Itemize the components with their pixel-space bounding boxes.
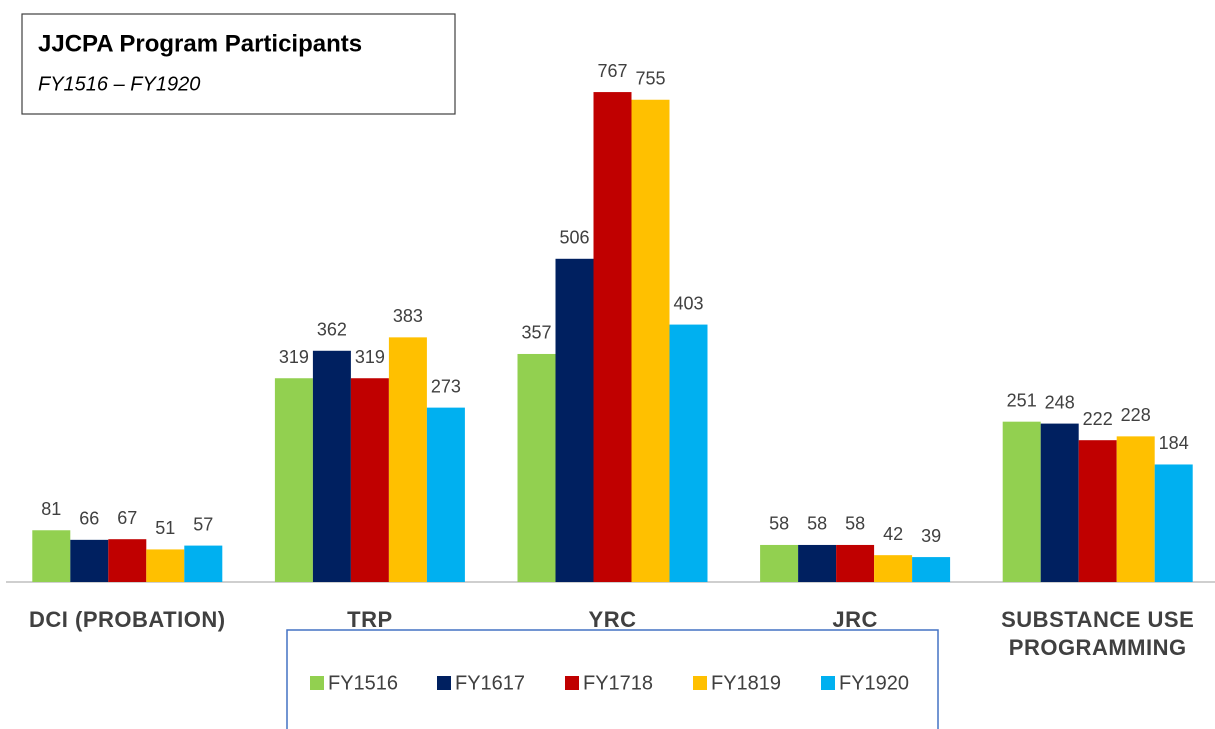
bar: [312, 350, 351, 582]
data-label: 57: [193, 514, 213, 534]
data-label: 51: [155, 518, 175, 538]
data-label: 39: [921, 526, 941, 546]
bar: [669, 324, 708, 582]
bar: [184, 545, 223, 582]
bar: [798, 544, 837, 582]
x-tick-label: DCI (PROBATION): [29, 607, 226, 632]
legend-swatch: [693, 676, 707, 690]
bar: [1154, 464, 1193, 582]
data-label: 767: [597, 61, 627, 81]
title-box: [21, 13, 456, 115]
data-label: 755: [635, 68, 665, 88]
data-label: 383: [393, 306, 423, 326]
bar: [631, 99, 670, 583]
legend-label: FY1920: [839, 672, 909, 694]
legend-label: FY1819: [711, 672, 781, 694]
bar: [70, 539, 109, 582]
bar: [760, 544, 799, 582]
data-label: 58: [807, 514, 827, 534]
x-tick-label: SUBSTANCE USE PROGRAMMING: [1001, 607, 1195, 660]
legend-label: FY1718: [583, 672, 653, 694]
bar: [108, 539, 147, 582]
bar: [593, 92, 632, 583]
data-label: 362: [317, 320, 347, 340]
x-tick-label: YRC: [588, 607, 637, 632]
data-label: 222: [1083, 409, 1113, 429]
bar: [1002, 421, 1041, 582]
bar: [146, 549, 185, 582]
bar: [1040, 423, 1079, 582]
data-label: 184: [1159, 433, 1189, 453]
legend-swatch: [437, 676, 451, 690]
data-label: 506: [559, 228, 589, 248]
data-label: 42: [883, 524, 903, 544]
x-tick-label: TRP: [347, 607, 393, 632]
data-label: 357: [521, 323, 551, 343]
bar: [517, 353, 556, 582]
data-label: 228: [1121, 405, 1151, 425]
data-label: 67: [117, 508, 137, 528]
legend-label: FY1617: [455, 672, 525, 694]
bar: [32, 530, 71, 582]
bar: [836, 544, 875, 582]
data-label: 58: [769, 514, 789, 534]
legend-swatch: [310, 676, 324, 690]
data-label: 273: [431, 376, 461, 396]
bar: [350, 378, 389, 582]
legend-swatch: [821, 676, 835, 690]
x-tick-label: JRC: [832, 607, 878, 632]
bar: [388, 337, 427, 582]
bar: [555, 258, 594, 582]
legend-swatch: [565, 676, 579, 690]
chart-title: JJCPA Program Participants: [38, 30, 362, 57]
data-label: 81: [41, 499, 61, 519]
data-label: 58: [845, 514, 865, 534]
bar: [912, 557, 951, 582]
chart-subtitle: FY1516 – FY1920: [38, 73, 200, 95]
data-label: 319: [355, 347, 385, 367]
bar: [1116, 436, 1155, 582]
legend-label: FY1516: [328, 672, 398, 694]
bar: [874, 555, 913, 582]
data-label: 66: [79, 509, 99, 529]
bar: [1078, 440, 1117, 582]
data-label: 248: [1045, 392, 1075, 412]
data-label: 403: [673, 293, 703, 313]
data-label: 319: [279, 347, 309, 367]
data-label: 251: [1007, 390, 1037, 410]
bar: [426, 407, 465, 582]
bar: [274, 378, 313, 582]
